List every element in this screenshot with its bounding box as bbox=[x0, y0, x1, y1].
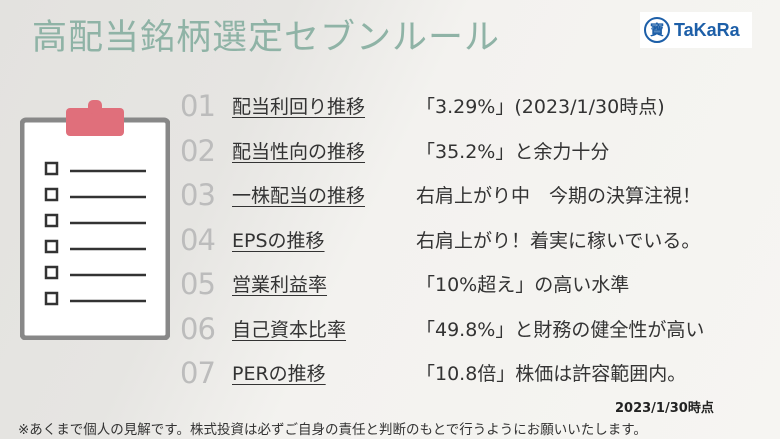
page-title: 高配当銘柄選定セブンルール bbox=[32, 18, 501, 58]
rule-row: 07 PERの推移 「10.8倍」株価は許容範囲内。 bbox=[180, 353, 780, 398]
rule-description: 「3.29%」(2023/1/30時点) bbox=[416, 96, 665, 118]
rule-number: 04 bbox=[180, 222, 216, 257]
rule-number: 06 bbox=[180, 311, 216, 346]
rule-description: 「10%超え」の高い水準 bbox=[416, 274, 630, 296]
rule-number: 02 bbox=[180, 133, 216, 168]
clipboard-checklist-icon bbox=[20, 100, 170, 340]
rule-row: 02 配当性向の推移 「35.2%」と余力十分 bbox=[180, 131, 780, 176]
rule-description: 右肩上がり中 今期の決算注視！ bbox=[416, 185, 702, 207]
rule-row: 05 営業利益率 「10%超え」の高い水準 bbox=[180, 264, 780, 309]
rule-description: 「10.8倍」株価は許容範囲内。 bbox=[416, 363, 687, 385]
rule-label: EPSの推移 bbox=[232, 229, 325, 252]
rule-label: 配当性向の推移 bbox=[232, 140, 366, 163]
rule-description: 「35.2%」と余力十分 bbox=[416, 140, 610, 163]
rule-number: 01 bbox=[180, 89, 216, 123]
rule-row: 01 配当利回り推移 「3.29%」(2023/1/30時点) bbox=[180, 86, 780, 131]
rule-description: 「49.8%」と財務の健全性が高い bbox=[416, 318, 705, 341]
rule-list: 01 配当利回り推移 「3.29%」(2023/1/30時点) 02 配当性向の… bbox=[180, 86, 780, 398]
rule-number: 05 bbox=[180, 267, 216, 301]
logo-mark: 寶 bbox=[644, 17, 670, 43]
rule-number: 07 bbox=[180, 356, 216, 390]
disclaimer-note: ※あくまで個人の見解です。株式投資は必ずご自身の責任と判断のもとで行うようにお願… bbox=[18, 422, 647, 438]
rule-number: 03 bbox=[180, 178, 216, 212]
rule-row: 06 自己資本比率 「49.8%」と財務の健全性が高い bbox=[180, 309, 780, 354]
rule-label: 配当利回り推移 bbox=[232, 96, 366, 118]
rule-label: 自己資本比率 bbox=[232, 318, 347, 341]
rule-row: 04 EPSの推移 右肩上がり！着実に稼いでいる。 bbox=[180, 220, 780, 265]
logo-text: TaKaRa bbox=[674, 19, 740, 40]
rule-label: 営業利益率 bbox=[232, 274, 328, 296]
rule-label: 一株配当の推移 bbox=[232, 185, 366, 207]
rule-description: 右肩上がり！着実に稼いでいる。 bbox=[416, 229, 701, 252]
as-of-date: 2023/1/30時点 bbox=[615, 401, 714, 416]
brand-logo: 寶 TaKaRa bbox=[640, 12, 752, 48]
rule-label: PERの推移 bbox=[232, 363, 326, 385]
rule-row: 03 一株配当の推移 右肩上がり中 今期の決算注視！ bbox=[180, 175, 780, 220]
